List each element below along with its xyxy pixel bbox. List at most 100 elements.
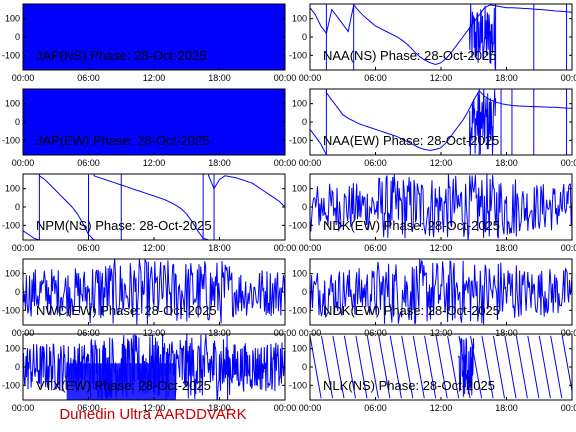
x-tick-label: 00:00	[299, 73, 322, 83]
trace-fill	[23, 4, 285, 70]
y-tick-label: -100	[289, 305, 307, 315]
panel-title: NAA(EW) Phase: 28-Oct-2025	[323, 133, 499, 148]
y-tick-label: 100	[292, 184, 307, 194]
x-tick-label: 18:00	[495, 243, 518, 253]
x-tick-label: 06:00	[364, 328, 387, 338]
y-tick-label: -100	[289, 220, 307, 230]
x-tick-label: 12:00	[143, 243, 166, 253]
y-tick-label: -100	[2, 220, 20, 230]
x-tick-label: 18:00	[208, 73, 231, 83]
y-tick-label: 0	[15, 202, 20, 212]
panel-title: NDK(EW) Phase: 28-Oct-2025	[323, 218, 500, 233]
x-tick-label: 06:00	[364, 243, 387, 253]
x-tick-label: 18:00	[495, 158, 518, 168]
x-tick-label: 00:00	[299, 403, 322, 413]
y-tick-label: 0	[15, 287, 20, 297]
y-tick-label: 100	[5, 184, 20, 194]
x-tick-label: 06:00	[77, 73, 100, 83]
y-tick-label: -100	[289, 50, 307, 60]
x-tick-label: 12:00	[143, 73, 166, 83]
x-tick-label: 00:00	[274, 328, 297, 338]
trace-dense-band	[66, 363, 176, 400]
panel-title: JAP(NS) Phase: 28-Oct-2025	[36, 48, 207, 63]
y-tick-label: -100	[2, 135, 20, 145]
x-tick-label: 00:00	[299, 243, 322, 253]
y-tick-label: 0	[302, 287, 307, 297]
x-tick-label: 00:00	[299, 158, 322, 168]
phase-panel-9: 1000-10000:0006:0012:0018:0000:00NLK(NS)…	[289, 333, 576, 413]
x-tick-label: 00:00	[299, 328, 322, 338]
x-tick-label: 00:00	[274, 158, 297, 168]
x-tick-label: 00:00	[561, 158, 576, 168]
y-tick-label: 0	[15, 32, 20, 42]
x-tick-label: 18:00	[208, 158, 231, 168]
x-tick-label: 00:00	[561, 403, 576, 413]
panel-title: NPM(NS) Phase: 28-Oct-2025	[36, 218, 212, 233]
x-tick-label: 00:00	[561, 73, 576, 83]
x-tick-label: 12:00	[430, 73, 453, 83]
x-tick-label: 12:00	[430, 328, 453, 338]
trace-disturbance	[468, 4, 497, 69]
trace-line	[310, 335, 572, 399]
trace-line	[23, 334, 285, 400]
x-tick-label: 12:00	[430, 403, 453, 413]
x-tick-label: 06:00	[77, 403, 100, 413]
panel-title: NAA(NS) Phase: 28-Oct-2025	[323, 48, 496, 63]
x-tick-label: 12:00	[430, 243, 453, 253]
y-tick-label: -100	[289, 380, 307, 390]
y-tick-label: 100	[5, 344, 20, 354]
x-tick-label: 00:00	[561, 328, 576, 338]
x-tick-label: 00:00	[274, 73, 297, 83]
x-tick-label: 06:00	[364, 403, 387, 413]
trace-line	[310, 174, 572, 240]
x-tick-label: 18:00	[208, 328, 231, 338]
x-tick-label: 18:00	[208, 403, 231, 413]
trace-line	[310, 259, 572, 325]
panel-title: NLK(NS) Phase: 28-Oct-2025	[323, 378, 495, 393]
x-tick-label: 18:00	[495, 328, 518, 338]
x-tick-label: 12:00	[143, 158, 166, 168]
x-tick-label: 18:00	[495, 403, 518, 413]
x-tick-label: 18:00	[208, 243, 231, 253]
x-tick-label: 06:00	[77, 158, 100, 168]
trace-line	[310, 89, 572, 155]
x-tick-label: 00:00	[12, 158, 35, 168]
panel-title: VTX(EW) Phase: 28-Oct-2025	[36, 378, 211, 393]
trace-disturbance	[458, 337, 475, 397]
y-tick-label: 100	[292, 14, 307, 24]
y-tick-label: 0	[15, 117, 20, 127]
x-tick-label: 06:00	[77, 328, 100, 338]
phase-panel-5: 1000-10000:0006:0012:0018:0000:00NDK(EW)…	[289, 173, 576, 253]
x-tick-label: 00:00	[561, 243, 576, 253]
x-tick-label: 00:00	[12, 328, 35, 338]
y-tick-label: 0	[302, 202, 307, 212]
x-tick-label: 12:00	[143, 403, 166, 413]
x-tick-label: 00:00	[12, 243, 35, 253]
y-tick-label: 0	[15, 362, 20, 372]
footer-label: Dunedin Ultra AARDDVARK	[59, 406, 246, 423]
y-tick-label: 100	[5, 99, 20, 109]
x-tick-label: 06:00	[364, 158, 387, 168]
y-tick-label: 100	[292, 344, 307, 354]
y-tick-label: 100	[5, 269, 20, 279]
phase-panel-1: 1000-10000:0006:0012:0018:0000:00NAA(NS)…	[289, 3, 576, 83]
phase-panel-7: 1000-10000:0006:0012:0018:0000:00NDK(EW)…	[289, 258, 576, 338]
trace-fill	[23, 89, 285, 155]
panel-title: NWC(EW) Phase: 28-Oct-2025	[36, 303, 217, 318]
y-tick-label: -100	[289, 135, 307, 145]
y-tick-label: 100	[292, 99, 307, 109]
y-tick-label: 0	[302, 117, 307, 127]
y-tick-label: 100	[292, 269, 307, 279]
y-tick-label: -100	[2, 305, 20, 315]
trace-line	[23, 259, 285, 325]
y-tick-label: -100	[2, 50, 20, 60]
x-tick-label: 06:00	[364, 73, 387, 83]
x-tick-label: 00:00	[274, 403, 297, 413]
trace-line	[23, 174, 285, 240]
x-tick-label: 12:00	[143, 328, 166, 338]
panel-title: JAP(EW) Phase: 28-Oct-2025	[36, 133, 209, 148]
